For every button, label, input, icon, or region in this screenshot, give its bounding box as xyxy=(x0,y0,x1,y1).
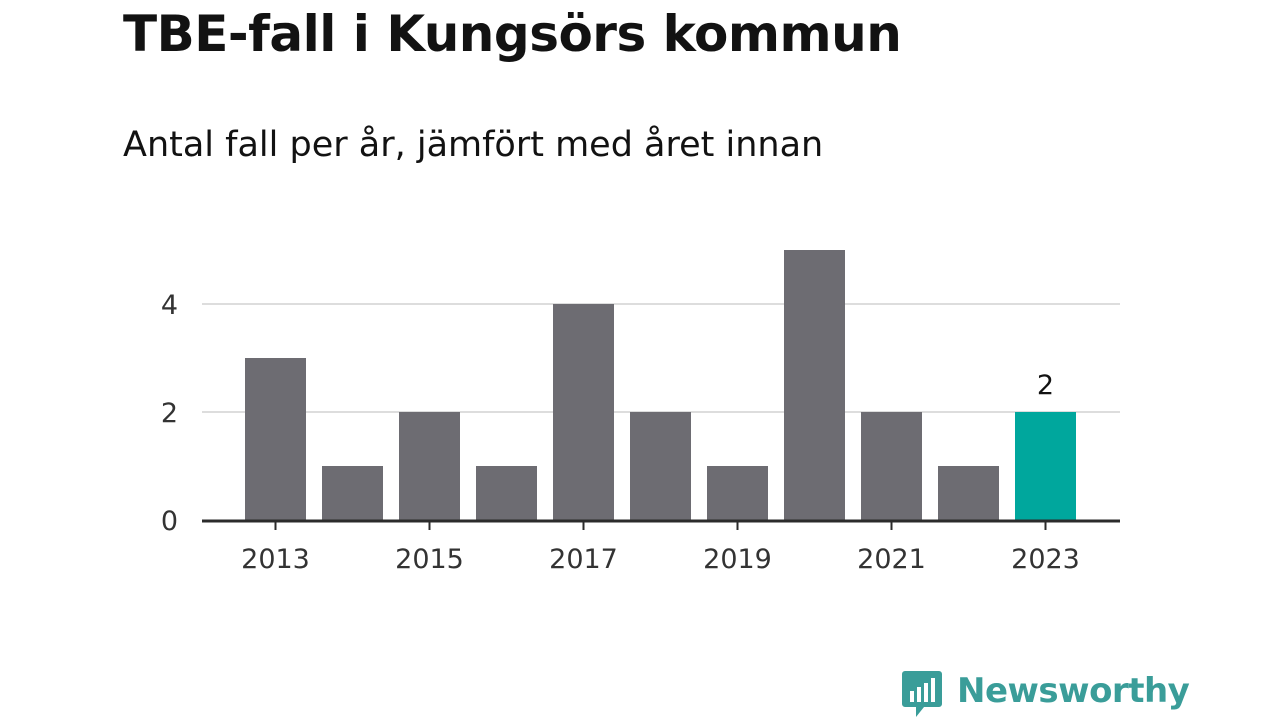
bar xyxy=(322,466,383,520)
x-tick-label: 2013 xyxy=(241,544,310,575)
x-tick-labels: 2013 2015 2017 2019 2021 2023 xyxy=(241,544,1080,575)
x-tick-label: 2015 xyxy=(395,544,464,575)
x-tick-label: 2023 xyxy=(1011,544,1080,575)
bar-chart-speech-bubble-icon xyxy=(902,671,942,717)
y-tick-label: 0 xyxy=(161,506,178,537)
bars xyxy=(245,250,1076,520)
x-tick-label: 2019 xyxy=(703,544,772,575)
chart-subtitle: Antal fall per år, jämfört med året inna… xyxy=(123,125,824,165)
y-tick-label: 4 xyxy=(161,290,178,321)
bar xyxy=(707,466,768,520)
y-tick-label: 2 xyxy=(161,398,178,429)
bar xyxy=(245,358,306,520)
bar xyxy=(861,412,922,520)
chart-title: TBE-fall i Kungsörs kommun xyxy=(123,5,902,63)
x-axis xyxy=(202,519,1120,530)
gridlines xyxy=(202,303,1120,413)
x-tick-label: 2017 xyxy=(549,544,618,575)
data-labels: 2 xyxy=(1037,370,1054,401)
data-label: 2 xyxy=(1037,370,1054,401)
bar xyxy=(784,250,845,520)
bar xyxy=(553,304,614,520)
bar-highlight xyxy=(1015,412,1076,520)
bar xyxy=(938,466,999,520)
brand-name: Newsworthy xyxy=(957,671,1190,711)
bar xyxy=(399,412,460,520)
bar xyxy=(476,466,537,520)
brand-logo: Newsworthy xyxy=(902,670,1190,718)
x-tick-label: 2021 xyxy=(857,544,926,575)
y-tick-labels: 0 2 4 xyxy=(161,290,178,537)
bar xyxy=(630,412,691,520)
